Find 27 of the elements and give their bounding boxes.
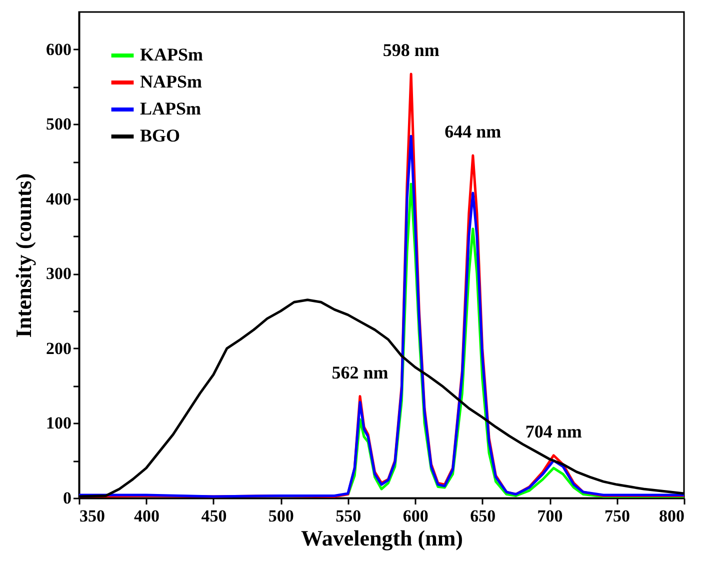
x-tick-label: 800 <box>659 506 684 526</box>
annotation: 598 nm <box>382 40 440 60</box>
y-tick-label: 400 <box>46 189 72 208</box>
annotation: 562 nm <box>332 362 388 382</box>
y-tick-label: 600 <box>46 40 72 59</box>
x-tick-label: 350 <box>80 506 105 526</box>
x-tick-label: 550 <box>336 506 362 526</box>
x-tick-label: 400 <box>134 506 160 526</box>
y-tick-label: 100 <box>46 414 72 433</box>
y-axis-title: Intensity (counts) <box>11 173 36 338</box>
legend-label: BGO <box>140 126 180 146</box>
x-tick-label: 650 <box>470 506 496 526</box>
y-tick-label: 300 <box>46 264 72 284</box>
x-tick-label: 750 <box>604 506 630 526</box>
x-axis-title: Wavelength (nm) <box>301 526 463 550</box>
y-tick-label: 0 <box>63 488 72 508</box>
x-tick-label: 450 <box>201 506 227 526</box>
annotation: 644 nm <box>444 122 502 142</box>
x-tick-label: 500 <box>268 506 294 526</box>
legend-label: NAPSm <box>140 72 202 92</box>
y-tick-label: 200 <box>46 338 72 358</box>
legend-label: KAPSm <box>140 44 204 64</box>
x-tick-label: 700 <box>537 506 563 526</box>
legend-label: LAPSm <box>140 98 202 118</box>
y-tick-label: 500 <box>46 114 72 134</box>
x-tick-label: 600 <box>402 506 428 526</box>
annotation: 704 nm <box>525 421 582 442</box>
